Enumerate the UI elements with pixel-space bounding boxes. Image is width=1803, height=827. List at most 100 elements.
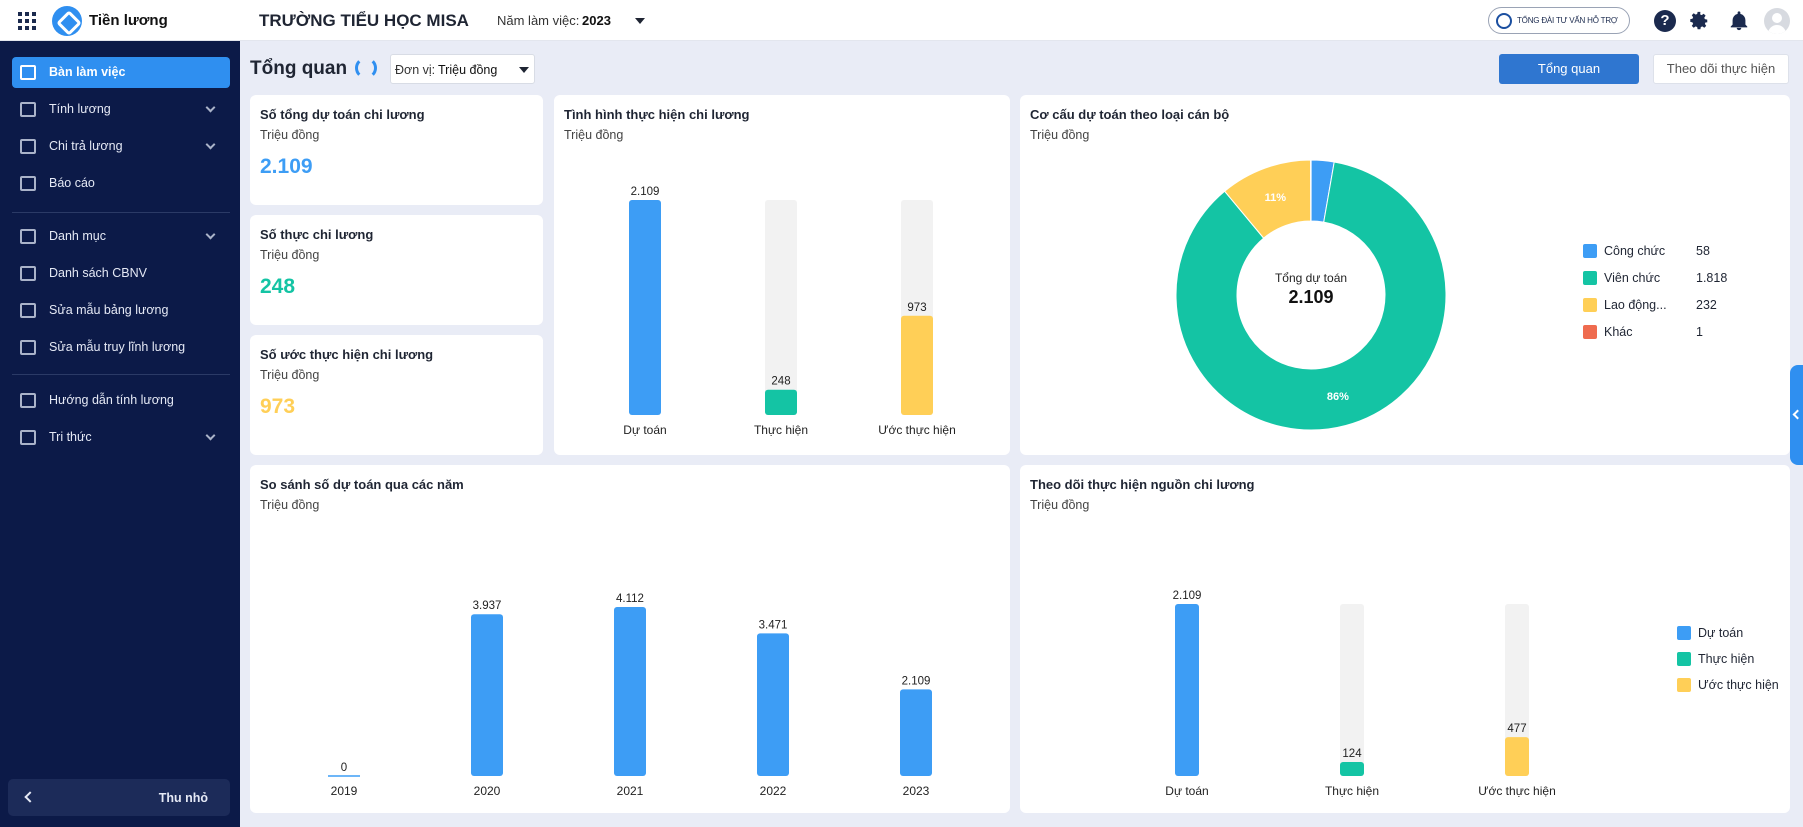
chart-title: Cơ cấu dự toán theo loại cán bộ xyxy=(1030,107,1230,122)
person-icon xyxy=(20,266,36,281)
chart-co-cau: 86% 11% Tổng dự toán 2.109 xyxy=(1175,159,1447,431)
sidebar-item-ban-lam-viec[interactable]: Bàn làm việc xyxy=(12,57,230,88)
kpi-value: 973 xyxy=(260,395,296,418)
sidebar-item-label: Sửa mẫu truy lĩnh lương xyxy=(49,340,186,354)
sidebar-divider xyxy=(12,212,230,213)
legend-swatch xyxy=(1583,244,1597,258)
donut-center-label: Tổng dự toán xyxy=(1275,271,1347,285)
bar xyxy=(765,389,797,415)
donut-center-value: 2.109 xyxy=(1288,287,1333,307)
chevron-left-icon xyxy=(24,791,36,803)
category-label: 2022 xyxy=(760,784,787,798)
sidebar-item-label: Danh mục xyxy=(49,229,106,243)
bar xyxy=(471,614,503,776)
category-label: Thực hiện xyxy=(1325,784,1379,798)
tab-theo-doi-thuc-hien[interactable]: Theo dõi thực hiện xyxy=(1653,54,1789,84)
card-icon xyxy=(20,139,36,154)
chart-so-sanh: 0 2019 3.937 2020 4.112 2021 3.471 2022 2.109 202… xyxy=(328,593,932,798)
chevron-down-icon xyxy=(205,102,216,113)
unit-label: Đơn vị: xyxy=(395,63,436,77)
slice-label: 86% xyxy=(1327,391,1349,403)
chevron-down-icon[interactable] xyxy=(635,18,645,24)
apps-grid-icon[interactable] xyxy=(18,12,36,30)
year-selector[interactable]: 2023 xyxy=(582,13,611,28)
sidebar-item-huong-dan[interactable]: Hướng dẫn tính lương xyxy=(12,385,230,416)
data-label: 973 xyxy=(907,302,926,314)
sidebar-item-label: Danh sách CBNV xyxy=(49,266,147,280)
support-label: TỔNG ĐÀI TƯ VẤN HỖ TRỢ xyxy=(1517,16,1618,25)
list-icon xyxy=(20,229,36,244)
bar xyxy=(757,633,789,776)
sidebar-item-sua-mau-bang-luong[interactable]: Sửa mẫu bảng lương xyxy=(12,295,230,326)
chevron-down-icon xyxy=(205,229,216,240)
legend-swatch xyxy=(1583,325,1597,339)
bar xyxy=(900,689,932,776)
sidebar-item-label: Chi trả lương xyxy=(49,139,123,153)
chevron-down-icon xyxy=(519,67,529,73)
phone-icon xyxy=(1496,13,1512,29)
card-title: Số ước thực hiện chi lương xyxy=(260,347,434,362)
unit-select[interactable]: Đơn vị: Triệu đồng xyxy=(390,54,535,84)
bar xyxy=(1505,737,1529,776)
category-label: Ước thực hiện xyxy=(878,423,956,437)
legend-swatch xyxy=(1677,652,1691,666)
card-unit: Triệu đồng xyxy=(260,368,320,382)
sidebar-item-label: Hướng dẫn tính lương xyxy=(49,393,174,407)
bar xyxy=(901,315,933,415)
avatar-icon[interactable] xyxy=(1764,8,1790,34)
legend-label: Thực hiện xyxy=(1698,652,1755,666)
sidebar-item-danh-sach-cbnv[interactable]: Danh sách CBNV xyxy=(12,258,230,289)
category-label: 2023 xyxy=(903,784,930,798)
sidebar-item-tri-thuc[interactable]: Tri thức xyxy=(12,422,230,453)
year-label: Năm làm việc: xyxy=(497,13,580,28)
help-icon[interactable]: ? xyxy=(1654,10,1676,32)
legend-swatch xyxy=(1583,271,1597,285)
collapse-label: Thu nhỏ xyxy=(158,791,208,805)
sidebar-item-label: Báo cáo xyxy=(49,176,95,190)
sidebar-item-label: Bàn làm việc xyxy=(49,65,126,79)
chart-unit: Triệu đồng xyxy=(260,498,320,512)
card-unit: Triệu đồng xyxy=(260,248,320,262)
tab-tong-quan[interactable]: Tổng quan xyxy=(1499,54,1639,84)
chevron-down-icon xyxy=(205,139,216,150)
guide-icon xyxy=(20,393,36,408)
category-label: Ước thực hiện xyxy=(1478,784,1556,798)
sidebar-item-chi-tra-luong[interactable]: Chi trả lương xyxy=(12,131,230,162)
data-label: 2.109 xyxy=(902,675,931,687)
kpi-card-thuc-chi: Số thực chi lương Triệu đồng 248 xyxy=(250,215,543,325)
refresh-icon[interactable] xyxy=(355,57,377,79)
chart-unit: Triệu đồng xyxy=(564,128,624,142)
support-hotline-button[interactable]: TỔNG ĐÀI TƯ VẤN HỖ TRỢ xyxy=(1488,7,1630,34)
pie-slice xyxy=(1175,161,1447,431)
bar xyxy=(629,200,661,415)
data-label: 2.109 xyxy=(631,186,660,198)
sidebar-item-bao-cao[interactable]: Báo cáo xyxy=(12,168,230,199)
sidebar-item-label: Sửa mẫu bảng lương xyxy=(49,303,169,317)
collapse-sidebar-button[interactable]: Thu nhỏ xyxy=(8,779,230,816)
data-label: 0 xyxy=(341,762,347,774)
slice-label: 11% xyxy=(1265,192,1287,204)
card-title: Số tổng dự toán chi lương xyxy=(260,107,425,122)
sidebar-item-danh-muc[interactable]: Danh mục xyxy=(12,221,230,252)
sidebar-item-sua-mau-truy-linh[interactable]: Sửa mẫu truy lĩnh lương xyxy=(12,332,230,363)
chart-tinh-hinh: 2.109 Dự toán 248 Thực hiện 973 Ước thực hiện xyxy=(623,186,956,437)
category-label: Dự toán xyxy=(623,423,666,437)
legend-swatch xyxy=(1677,626,1691,640)
side-panel-toggle[interactable] xyxy=(1790,365,1803,465)
category-label: 2020 xyxy=(474,784,501,798)
chart-card-tinh-hinh: Tình hình thực hiện chi lương Triệu đồng… xyxy=(554,95,1010,455)
legend-value: 1.818 xyxy=(1696,271,1728,285)
gear-icon[interactable] xyxy=(1688,10,1710,32)
pie-slice xyxy=(1310,159,1312,222)
legend-label: Khác xyxy=(1604,325,1633,339)
chart-title: So sánh số dự toán qua các năm xyxy=(260,477,464,492)
sidebar-item-tinh-luong[interactable]: Tính lương xyxy=(12,94,230,125)
card-unit: Triệu đồng xyxy=(260,128,320,142)
category-label: Dự toán xyxy=(1165,784,1208,798)
chart-unit: Triệu đồng xyxy=(1030,498,1090,512)
kpi-card-uoc-thuc-hien: Số ước thực hiện chi lương Triệu đồng 97… xyxy=(250,335,543,455)
unit-value: Triệu đồng xyxy=(438,63,498,77)
category-label: 2019 xyxy=(331,784,358,798)
bell-icon[interactable] xyxy=(1728,10,1750,32)
template-icon xyxy=(20,303,36,318)
